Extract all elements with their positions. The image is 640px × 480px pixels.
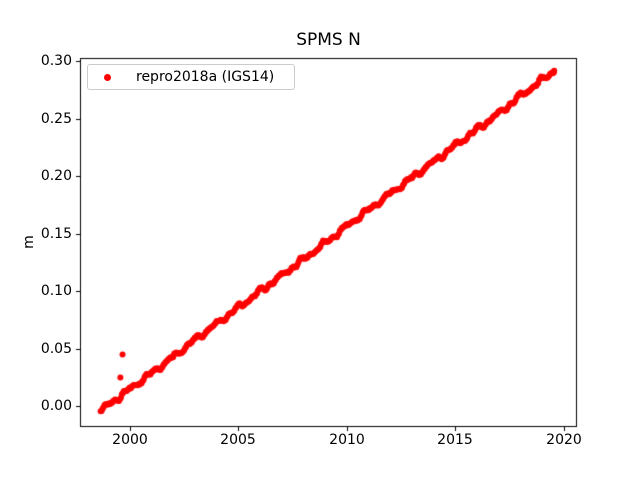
legend: repro2018a (IGS14) [87, 64, 295, 90]
legend-label: repro2018a (IGS14) [136, 69, 275, 85]
xtick-2020: 2020 [546, 432, 582, 448]
ytick-0.30: 0.30 [40, 53, 72, 69]
ytick-0.10: 0.10 [40, 283, 72, 299]
ytick-0.15: 0.15 [40, 226, 72, 242]
chart-title: SPMS N [296, 30, 361, 50]
ytick-0.25: 0.25 [40, 111, 72, 127]
ytick-0.05: 0.05 [40, 341, 72, 357]
xtick-2005: 2005 [220, 432, 256, 448]
ytick-0.00: 0.00 [40, 398, 72, 414]
xtick-2015: 2015 [437, 432, 473, 448]
legend-dot-icon [104, 74, 111, 81]
xtick-2000: 2000 [112, 432, 148, 448]
xtick-2010: 2010 [329, 432, 365, 448]
ytick-0.20: 0.20 [40, 168, 72, 184]
